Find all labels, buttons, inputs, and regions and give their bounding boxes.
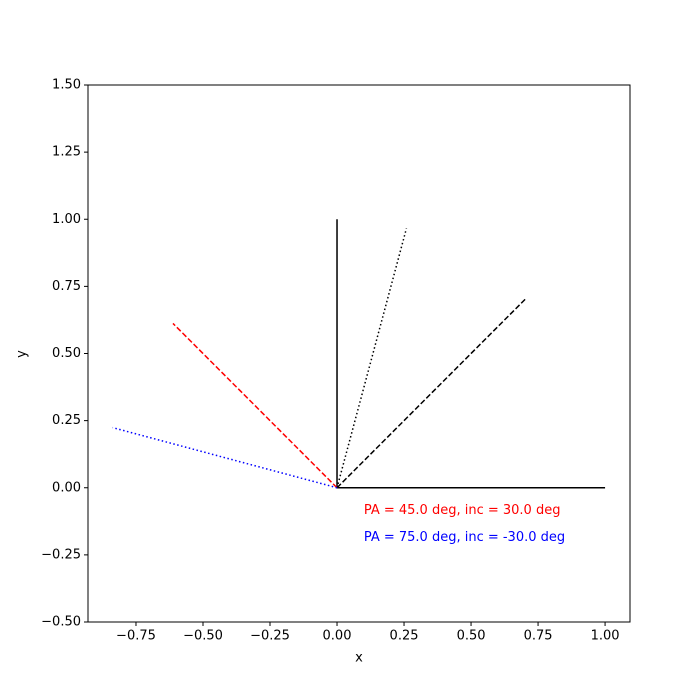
x-tick-label: 0.25 (390, 629, 419, 644)
y-tick-label: 0.25 (52, 413, 81, 428)
x-tick-label: −0.75 (116, 629, 156, 644)
y-tick-label: 1.00 (52, 212, 81, 227)
y-tick-label: 1.50 (52, 78, 81, 93)
x-tick-label: 0.00 (323, 629, 352, 644)
y-tick-label: 0.75 (52, 279, 81, 294)
x-tick-label: 1.00 (591, 629, 620, 644)
x-axis-label: x (355, 651, 363, 666)
line-series (172, 322, 338, 489)
x-tick-label: 0.50 (457, 629, 486, 644)
x-tick-label: −0.50 (183, 629, 223, 644)
y-tick-label: 0.50 (52, 346, 81, 361)
y-tick-label: 0.00 (52, 480, 81, 495)
y-tick-label: 1.25 (52, 145, 81, 160)
line-series (112, 426, 338, 489)
annotation: PA = 75.0 deg, inc = -30.0 deg (364, 530, 565, 545)
x-tick-label: −0.25 (250, 629, 290, 644)
y-tick-label: −0.25 (41, 547, 81, 562)
annotation: PA = 45.0 deg, inc = 30.0 deg (364, 503, 561, 518)
x-tick-label: 0.75 (524, 629, 553, 644)
plot-frame (87, 84, 631, 623)
y-axis-label: y (15, 350, 30, 358)
y-tick-label: −0.50 (41, 615, 81, 630)
line-series (336, 228, 408, 488)
line-series (336, 297, 528, 489)
